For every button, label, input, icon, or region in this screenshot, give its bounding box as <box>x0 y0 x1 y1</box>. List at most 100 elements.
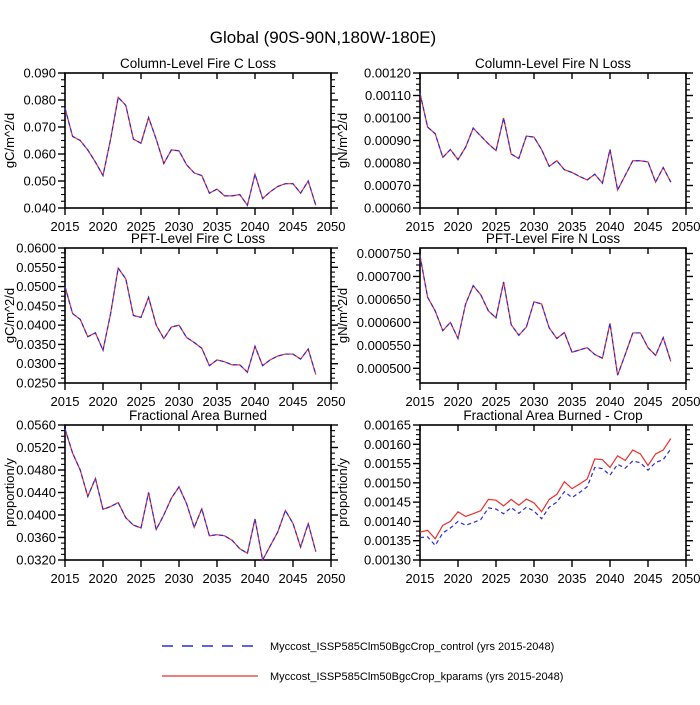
y-tick-label: 0.040 <box>23 201 56 216</box>
y-tick-label: 0.0550 <box>16 260 56 275</box>
x-tick-label: 2045 <box>634 219 663 234</box>
x-tick-label: 2030 <box>520 394 549 409</box>
y-tick-label: 0.090 <box>23 66 56 81</box>
x-tick-label: 2025 <box>127 571 156 586</box>
x-tick-label: 2020 <box>89 219 118 234</box>
x-tick-label: 2040 <box>596 571 625 586</box>
data-line-control <box>419 93 672 192</box>
x-tick-label: 2045 <box>634 571 663 586</box>
x-tick-label: 2035 <box>203 571 232 586</box>
x-tick-label: 2045 <box>279 394 308 409</box>
y-tick-label: 0.0360 <box>16 530 56 545</box>
x-tick-label: 2015 <box>406 219 435 234</box>
x-tick-label: 2050 <box>672 571 700 586</box>
x-tick-label: 2030 <box>165 571 194 586</box>
x-tick-label: 2025 <box>482 394 511 409</box>
y-tick-label: 0.00150 <box>364 475 411 490</box>
y-tick-label: 0.0300 <box>16 356 56 371</box>
subplot-title: PFT-Level Fire C Loss <box>131 231 266 246</box>
x-tick-label: 2040 <box>596 394 625 409</box>
y-axis-label: proportion/y <box>335 458 350 527</box>
y-tick-label: 0.000500 <box>357 361 411 376</box>
y-tick-label: 0.0500 <box>16 279 56 294</box>
y-tick-label: 0.080 <box>23 93 56 108</box>
x-tick-label: 2050 <box>317 571 346 586</box>
y-tick-label: 0.00130 <box>364 553 411 568</box>
x-tick-label: 2020 <box>444 219 473 234</box>
y-tick-label: 0.00155 <box>364 456 411 471</box>
y-tick-label: 0.000750 <box>357 246 411 261</box>
y-tick-label: 0.00090 <box>364 133 411 148</box>
x-tick-label: 2050 <box>317 394 346 409</box>
y-tick-label: 0.0520 <box>16 440 56 455</box>
data-line-kparams <box>419 438 672 540</box>
data-line-control <box>64 428 317 562</box>
x-tick-label: 2015 <box>51 219 80 234</box>
y-tick-label: 0.0480 <box>16 463 56 478</box>
y-tick-label: 0.000600 <box>357 315 411 330</box>
x-tick-label: 2030 <box>165 394 194 409</box>
y-tick-label: 0.00080 <box>364 156 411 171</box>
x-tick-label: 2015 <box>406 571 435 586</box>
data-line-kparams <box>419 255 672 376</box>
x-tick-label: 2015 <box>51 394 80 409</box>
x-tick-label: 2045 <box>279 219 308 234</box>
y-tick-label: 0.00070 <box>364 178 411 193</box>
y-tick-label: 0.0350 <box>16 337 56 352</box>
x-tick-label: 2040 <box>596 219 625 234</box>
subplot-title: Fractional Area Burned - Crop <box>463 408 642 423</box>
x-tick-label: 2020 <box>89 394 118 409</box>
subplot-title: Column-Level Fire N Loss <box>475 56 631 71</box>
x-tick-label: 2020 <box>444 394 473 409</box>
y-tick-label: 0.00165 <box>364 418 411 433</box>
subplot-title: Fractional Area Burned <box>129 408 267 423</box>
y-tick-label: 0.00110 <box>365 88 411 103</box>
x-tick-label: 2025 <box>127 394 156 409</box>
y-axis-label: gN/m^2/d <box>335 288 350 343</box>
x-tick-label: 2040 <box>241 394 270 409</box>
subplot-0: 2015 2020 2025 2030 2035 2040 2045 2050 0.040 0.0… <box>2 56 345 234</box>
y-tick-label: 0.0250 <box>16 376 56 391</box>
y-axis-label: gC/m^2/d <box>2 288 17 343</box>
y-tick-label: 0.00120 <box>364 66 411 81</box>
x-tick-label: 2035 <box>203 394 232 409</box>
data-line-control <box>64 96 317 207</box>
x-tick-label: 2035 <box>558 571 587 586</box>
y-tick-label: 0.000550 <box>357 338 411 353</box>
x-tick-label: 2045 <box>279 571 308 586</box>
x-tick-label: 2035 <box>203 219 232 234</box>
y-tick-label: 0.070 <box>23 120 56 135</box>
x-tick-label: 2030 <box>520 219 549 234</box>
y-tick-label: 0.060 <box>23 147 56 162</box>
y-tick-label: 0.0440 <box>16 485 56 500</box>
x-tick-label: 2015 <box>406 394 435 409</box>
x-tick-label: 2025 <box>127 219 156 234</box>
figure-title: Global (90S-90N,180W-180E) <box>210 28 436 47</box>
x-tick-label: 2035 <box>558 219 587 234</box>
x-tick-label: 2040 <box>241 571 270 586</box>
y-axis-label: gC/m^2/d <box>2 113 17 168</box>
y-tick-label: 0.00140 <box>364 514 411 529</box>
y-tick-label: 0.00060 <box>364 201 411 216</box>
x-tick-label: 2050 <box>672 394 700 409</box>
x-tick-label: 2025 <box>482 219 511 234</box>
x-tick-label: 2015 <box>51 571 80 586</box>
x-tick-label: 2030 <box>520 571 549 586</box>
y-tick-label: 0.050 <box>23 174 56 189</box>
data-line-control <box>419 448 672 547</box>
y-tick-label: 0.000650 <box>357 292 411 307</box>
subplot-1: 2015 2020 2025 2030 2035 2040 2045 2050 0.00060 0… <box>335 56 700 234</box>
y-tick-label: 0.00135 <box>364 533 411 548</box>
y-tick-label: 0.0320 <box>16 553 56 568</box>
subplot-title: PFT-Level Fire N Loss <box>486 231 621 246</box>
y-axis-label: gN/m^2/d <box>335 113 350 168</box>
subplot-2: 2015 2020 2025 2030 2035 2040 2045 2050 0.0250 0.… <box>2 231 345 409</box>
legend-label-kparams: Myccost_ISSP585Clm50BgcCrop_kparams (yrs… <box>270 671 563 683</box>
x-tick-label: 2030 <box>165 219 194 234</box>
legend-label-control: Myccost_ISSP585Clm50BgcCrop_control (yrs… <box>270 641 554 653</box>
y-tick-label: 0.0400 <box>16 318 56 333</box>
x-tick-label: 2035 <box>558 394 587 409</box>
